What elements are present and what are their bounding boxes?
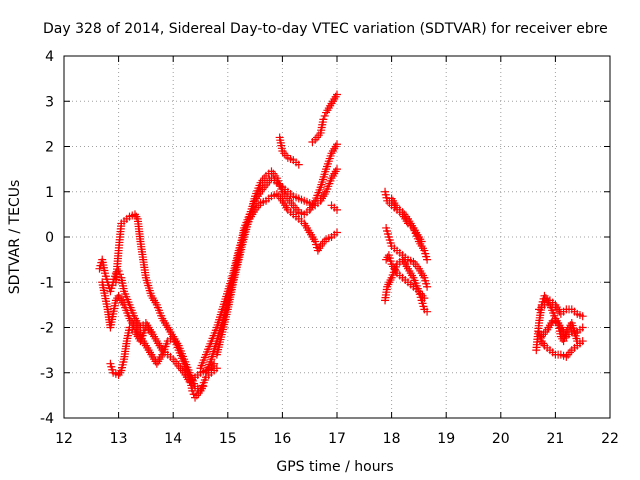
x-tick-label: 13 [110,431,128,447]
series-arc-d [111,210,221,402]
series-arc-n [381,255,432,316]
series-arc-c [106,323,156,380]
data-point [212,364,221,373]
x-axis-label: GPS time / hours [276,459,393,475]
x-tick-label: 15 [219,431,237,447]
x-tick-label: 22 [601,431,619,447]
data-point [423,282,432,291]
y-axis-label: SDTVAR / TECUs [7,180,23,295]
x-tick-label: 16 [273,431,291,447]
y-tick-label: 1 [45,185,54,201]
data-point [578,323,587,332]
series-arc-s [537,316,584,348]
data-point [188,386,197,395]
x-tick-label: 14 [164,431,182,447]
y-tick-label: -2 [40,321,54,337]
data-point [333,205,341,214]
chart-title: Day 328 of 2014, Sidereal Day-to-day VTE… [43,21,608,37]
x-tick-label: 12 [55,431,73,447]
x-tick-label: 18 [383,431,401,447]
data-point [210,359,219,368]
plot-frame [63,55,611,419]
data-point [578,312,587,321]
series-arc-h [275,133,303,169]
x-tick-label: 19 [437,431,455,447]
series-arc-j [327,201,341,214]
series-arc-o [387,194,432,264]
y-tick-labels: -4 -3 -2 -1 0 1 2 3 4 [40,49,54,427]
series-arc-b [98,278,208,395]
x-tick-label: 17 [328,431,346,447]
data-point [114,266,123,275]
series-arc-g [212,140,341,359]
data-point [575,339,584,348]
x-tick-label: 21 [546,431,564,447]
data-marks [95,90,587,402]
y-tick-label: 3 [45,94,54,110]
data-point [147,328,156,337]
y-tick-label: -1 [40,275,54,291]
series-arc-i [308,90,341,146]
y-tick-label: -3 [40,366,54,382]
y-tick-label: -4 [40,411,54,427]
series-arc-r [535,296,587,321]
data-point [333,140,341,149]
data-point [333,90,341,99]
data-point [294,160,303,169]
data-point [319,115,328,124]
data-point [423,255,432,264]
data-point-interp [320,111,329,120]
data-point [423,307,432,316]
x-tick-label: 20 [492,431,510,447]
y-tick-label: 2 [45,140,54,156]
y-tick-label: 0 [45,230,54,246]
data-point [333,228,341,237]
x-tick-labels: 12 13 14 15 16 17 18 19 20 21 22 [55,431,619,447]
data-point [333,165,341,174]
y-tick-label: 4 [45,49,54,65]
